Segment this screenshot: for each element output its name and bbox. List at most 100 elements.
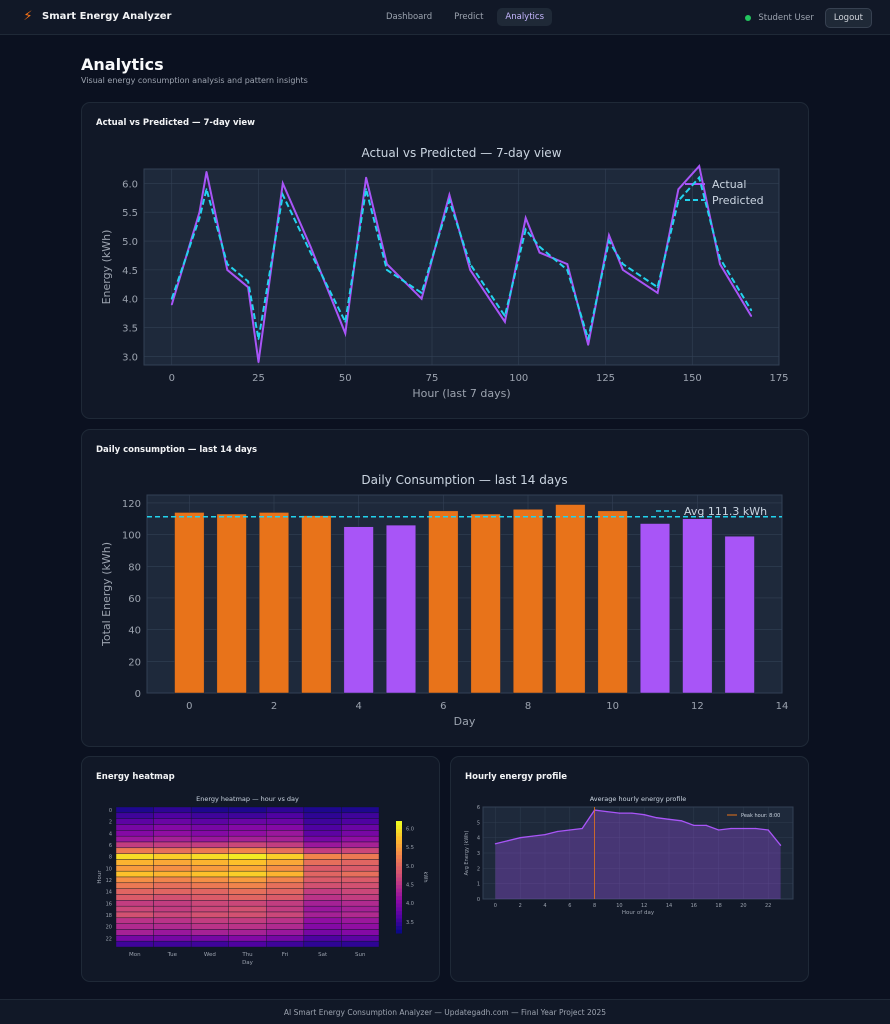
colorbar-segment: [396, 828, 402, 833]
colorbar-segment: [396, 891, 402, 897]
heatmap-cell: [341, 894, 380, 901]
heatmap-cell: [341, 853, 380, 860]
y-tick-label: 2: [109, 820, 112, 826]
heatmap-cell: [190, 865, 229, 872]
daily-consumption-chart: Daily Consumption — last 14 days02040608…: [100, 473, 789, 728]
heatmap-cell: [266, 847, 305, 854]
bar-day-1: [216, 513, 247, 694]
x-tick-label: 14: [776, 701, 789, 712]
heatmap-cell: [266, 894, 305, 901]
bar-day-2: [258, 512, 290, 694]
heatmap-cell: [190, 905, 229, 913]
profile-point: [643, 814, 645, 816]
heatmap-cell: [303, 917, 342, 924]
data-point-predicted: [420, 292, 423, 294]
heatmap-cell: [341, 824, 380, 831]
x-tick-label: Thu: [241, 952, 252, 958]
y-tick-label: 4: [477, 836, 480, 842]
y-tick-label: 20: [106, 925, 112, 931]
profile-point: [606, 811, 608, 813]
data-point-actual: [503, 320, 506, 323]
profile-point: [618, 812, 620, 814]
heatmap-cell: [115, 865, 154, 872]
nav-analytics[interactable]: Analytics: [497, 8, 553, 26]
colorbar-segment: [396, 880, 402, 885]
logout-button[interactable]: Logout: [824, 8, 872, 28]
lightning-bolt-icon: ⚡: [23, 9, 33, 24]
heatmap-cell: [228, 940, 267, 948]
heatmap-cell: [303, 853, 342, 860]
heatmap-cell: [190, 900, 229, 907]
data-point-predicted: [656, 286, 659, 289]
data-point-predicted: [344, 320, 347, 323]
heatmap-cell: [190, 894, 229, 901]
energy-heatmap-chart: Energy heatmap — hour vs day Mon Tue Wed Thu…: [97, 795, 428, 966]
heatmap-cell: [153, 859, 192, 866]
card-title: Daily consumption — last 14 days: [96, 445, 258, 455]
heatmap-cell: [115, 835, 154, 843]
colorbar-segment: [396, 843, 402, 848]
colorbar-segment: [396, 832, 402, 837]
y-tick-label: 10: [106, 866, 112, 872]
data-point-actual: [309, 245, 312, 248]
user-area: Student User Logout: [745, 8, 872, 28]
bar-day-8: [512, 509, 544, 694]
heatmap-cell: [153, 911, 192, 919]
x-tick-label: 0: [186, 701, 192, 712]
app-title: Smart Energy Analyzer: [42, 11, 172, 22]
nav-predict[interactable]: Predict: [454, 12, 484, 22]
x-tick-label: 0: [494, 903, 497, 909]
heatmap-cell: [190, 917, 229, 924]
user-name: Student User: [758, 13, 814, 23]
y-tick-label: 3.5: [122, 324, 138, 335]
heatmap-cell: [266, 818, 305, 825]
heatmap-cell: [266, 911, 305, 919]
online-status-dot: [745, 15, 752, 21]
data-point-actual: [344, 332, 347, 335]
colorbar-tick-label: 6.0: [406, 826, 414, 832]
actual-vs-predicted-chart: Actual vs Predicted — 7-day view 3.0 3.5 4.…: [100, 146, 789, 400]
x-axis-label: Day: [242, 960, 254, 966]
colorbar-segment: [396, 865, 402, 871]
heatmap-cell: [153, 812, 192, 819]
heatmap-cell: [228, 929, 267, 936]
chart-title: Energy heatmap — hour vs day: [196, 795, 299, 803]
x-tick-label: 12: [691, 701, 704, 712]
data-point-predicted: [621, 263, 624, 266]
heatmap-cell: [228, 876, 267, 884]
heatmap-cell: [303, 929, 342, 936]
colorbar-segment: [396, 906, 402, 912]
heatmap-cell: [153, 917, 192, 924]
bar-day-5: [385, 524, 417, 694]
heatmap-cell: [153, 900, 192, 907]
x-tick-label: 4: [355, 701, 361, 712]
data-point-predicted: [448, 199, 451, 202]
brand[interactable]: ⚡ Smart Energy Analyzer: [22, 9, 171, 24]
data-point-actual: [677, 188, 680, 191]
heatmap-cell: [266, 859, 305, 866]
profile-line: [495, 809, 782, 846]
heatmap-cell: [266, 888, 305, 895]
data-point-actual: [420, 297, 423, 300]
heatmap-cell: [228, 865, 267, 872]
hourly-profile-card: Hourly energy profile Average hourly ene…: [450, 756, 809, 982]
energy-heatmap-card: Energy heatmap Energy heatmap — hour vs …: [81, 756, 440, 982]
data-point-actual: [608, 234, 610, 237]
heatmap-cell: [266, 830, 305, 837]
data-point-predicted: [281, 194, 284, 196]
heatmap-cell: [115, 876, 154, 884]
x-tick-label: 50: [339, 373, 352, 384]
nav-dashboard[interactable]: Dashboard: [386, 12, 433, 22]
x-tick-label: Tue: [167, 952, 178, 958]
heatmap-cell: [190, 876, 229, 884]
heatmap-cell: [266, 806, 305, 814]
heatmap-cell: [228, 830, 267, 837]
heatmap-cell: [153, 935, 192, 942]
profile-point: [556, 830, 558, 833]
heatmap-cell: [266, 882, 305, 889]
data-point-predicted: [587, 338, 590, 340]
x-tick-label: Sat: [318, 952, 328, 958]
heatmap-cell: [190, 870, 229, 878]
profile-point: [693, 824, 695, 826]
y-tick-label: 40: [128, 626, 141, 637]
